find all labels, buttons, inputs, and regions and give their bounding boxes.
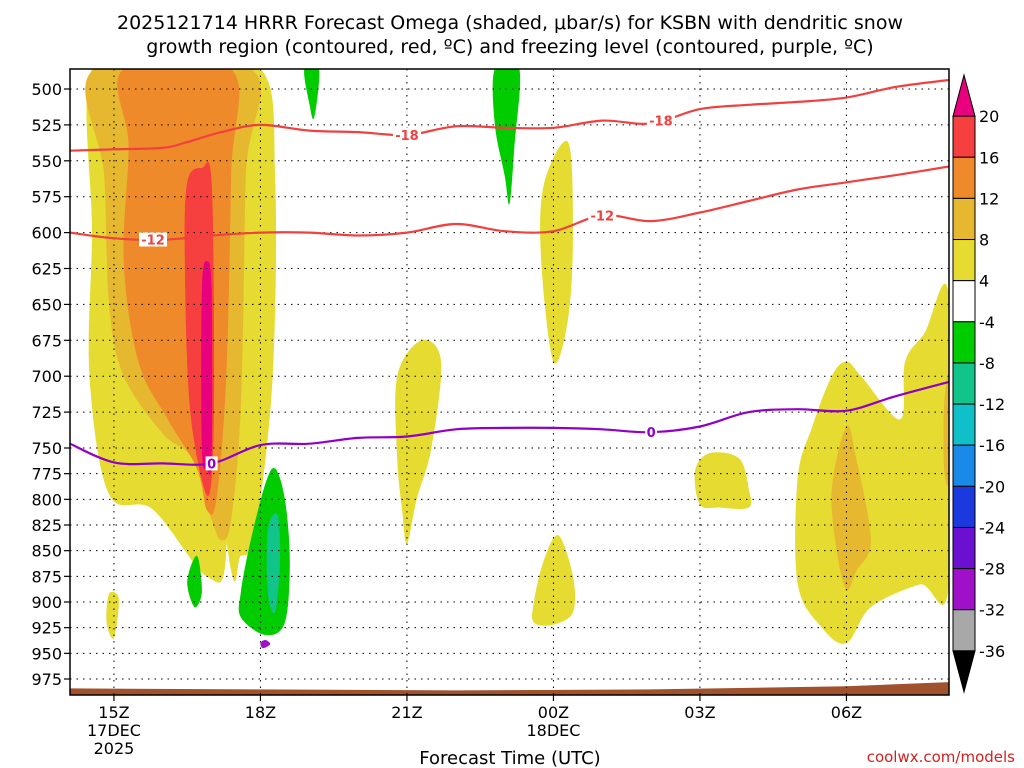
colorbar-label-9: -20: [979, 477, 1005, 496]
colorbar-label-2: 12: [979, 189, 999, 208]
ground-terrain-layer: [70, 682, 949, 695]
colorbar-bin-9: [952, 444, 976, 487]
colorbar-label-1: 16: [979, 148, 999, 167]
y-tick-label-650: 650: [31, 295, 62, 314]
isotherm-minus-18-label-0: -18: [395, 129, 419, 144]
colorbar-label-11: -28: [979, 560, 1005, 579]
colorbar-bin-4: [952, 239, 976, 282]
y-tick-label-600: 600: [31, 224, 62, 243]
isotherm-minus-12-line: [70, 165, 949, 242]
y-tick-label-975: 975: [31, 670, 62, 689]
colorbar-bin-11: [952, 526, 976, 570]
chart-title-line-1: 2025121714 HRRR Forecast Omega (shaded, …: [117, 12, 903, 34]
y-tick-label-775: 775: [31, 465, 62, 484]
x-tick-date-15Z: 17DEC: [87, 721, 141, 740]
omega-area-17: [187, 555, 202, 608]
x-tick-label-00Z: 00Z: [538, 703, 569, 722]
colorbar-bin-13: [952, 609, 976, 652]
freezing-level-label-0: 0: [207, 457, 216, 472]
omega-area-15: [304, 69, 320, 120]
y-tick-label-675: 675: [31, 331, 62, 350]
colorbar-label-8: -16: [979, 436, 1005, 455]
colorbar-label-6: -8: [979, 354, 995, 373]
freezing-level-label-bg-0: [205, 456, 218, 471]
y-tick-label-725: 725: [31, 403, 62, 422]
y-tick-label-575: 575: [31, 188, 62, 207]
omega-shading-layer: [85, 69, 949, 649]
colorbar-label-0: 20: [979, 107, 999, 126]
isotherm-minus-12-label-bg-0: [139, 232, 168, 247]
y-axis: 500 525 550 575 600 625 650 675 700 725 750 775 800 8…: [31, 80, 70, 689]
omega-area-4: [123, 69, 178, 138]
contour-layer: -18 -18 -12 -12 0 0: [70, 78, 949, 472]
x-tick-date-00Z: 18DEC: [526, 721, 580, 740]
y-tick-label-925: 925: [31, 619, 62, 638]
omega-area-19: [266, 513, 281, 614]
chart-title-line-2: growth region (contoured, red, ºC) and f…: [146, 36, 873, 58]
x-tick-label-03Z: 03Z: [684, 703, 715, 722]
omega-area-7: [106, 591, 119, 639]
colorbar-label-7: -12: [979, 395, 1005, 414]
y-tick-label-550: 550: [31, 152, 62, 171]
colorbar: 20 16 12 8 4 -4 -8 -12 -16 -20 -24 -28 -32 -36: [952, 73, 1005, 694]
colorbar-bin-12: [952, 568, 976, 611]
omega-area-11: [694, 452, 752, 510]
colorbar-top-arrow: [952, 73, 976, 117]
isotherm-minus-18-line: [70, 78, 949, 152]
isotherm-minus-18-label-bg-1: [646, 113, 675, 128]
y-tick-label-700: 700: [31, 367, 62, 386]
y-tick-label-825: 825: [31, 516, 62, 535]
ground-terrain: [70, 682, 949, 695]
x-axis-title: Forecast Time (UTC): [419, 748, 600, 768]
colorbar-label-4: 4: [979, 272, 989, 291]
colorbar-bin-1: [952, 115, 976, 158]
y-tick-label-625: 625: [31, 260, 62, 279]
freezing-level-label-bg-1: [645, 425, 658, 440]
y-tick-label-875: 875: [31, 567, 62, 586]
omega-area-10: [532, 535, 576, 626]
y-tick-label-750: 750: [31, 439, 62, 458]
freezing-level-label-1: 0: [647, 426, 656, 441]
y-tick-label-525: 525: [31, 116, 62, 135]
x-tick-year-15Z: 2025: [94, 739, 135, 758]
x-tick-label-06Z: 06Z: [831, 703, 862, 722]
isotherm-minus-18-label-bg-0: [392, 127, 421, 142]
y-tick-label-500: 500: [31, 80, 62, 99]
plot-frame: [69, 68, 950, 696]
x-tick-label-21Z: 21Z: [391, 703, 422, 722]
y-tick-label-950: 950: [31, 644, 62, 663]
gridlines: [70, 69, 949, 695]
y-tick-label-900: 900: [31, 593, 62, 612]
omega-area-20: [260, 639, 271, 649]
isotherm-minus-12-label-0: -12: [141, 233, 165, 248]
colorbar-label-3: 8: [979, 231, 989, 250]
colorbar-bottom-arrow: [952, 650, 976, 694]
omega-area-6: [201, 261, 213, 476]
colorbar-bin-5: [952, 280, 976, 323]
x-tick-label-15Z: 15Z: [98, 703, 129, 722]
isotherm-minus-12-label-bg-1: [588, 208, 617, 223]
omega-area-16: [492, 69, 521, 205]
credit-text: coolwx.com/models: [867, 748, 1015, 766]
omega-area-12: [795, 283, 949, 644]
colorbar-bin-2: [952, 156, 976, 199]
isotherm-minus-18-label-1: -18: [649, 115, 673, 130]
omega-area-13: [831, 425, 871, 591]
colorbar-bin-8: [952, 403, 976, 446]
omega-area-14: [943, 373, 949, 486]
colorbar-label-13: -36: [979, 642, 1005, 661]
colorbar-bin-3: [952, 197, 976, 241]
colorbar-label-5: -4: [979, 313, 995, 332]
y-tick-label-850: 850: [31, 542, 62, 561]
x-tick-label-18Z: 18Z: [245, 703, 276, 722]
colorbar-label-10: -24: [979, 518, 1005, 537]
colorbar-label-12: -32: [979, 601, 1005, 620]
colorbar-bin-7: [952, 362, 976, 405]
colorbar-bin-10: [952, 485, 976, 528]
isotherm-minus-12-label-1: -12: [591, 209, 615, 224]
colorbar-bin-6: [952, 321, 976, 364]
y-tick-label-800: 800: [31, 490, 62, 509]
